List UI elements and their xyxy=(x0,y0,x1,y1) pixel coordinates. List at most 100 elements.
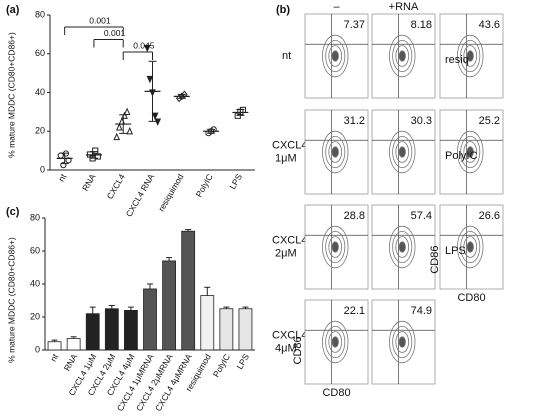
y-tick-label: 80 xyxy=(35,9,45,19)
contour xyxy=(389,34,416,78)
data-point xyxy=(118,117,126,125)
contour xyxy=(389,320,416,364)
contour xyxy=(325,135,346,168)
data-point xyxy=(178,92,186,101)
contour xyxy=(457,34,484,78)
panel-label: (a) xyxy=(6,4,20,16)
bar xyxy=(238,308,253,351)
contour xyxy=(325,230,346,263)
gate-percentage: 22.1 xyxy=(344,305,365,317)
gate-percentage: 25.2 xyxy=(479,115,500,127)
contour xyxy=(328,236,343,258)
y-axis-label: % mature MDDC (CD80+CD86+) xyxy=(6,32,16,158)
row-label: 1μM xyxy=(275,152,297,164)
column-header: +RNA xyxy=(389,1,419,13)
contour xyxy=(325,40,346,73)
contour xyxy=(395,141,410,163)
contour xyxy=(395,236,410,258)
column-header: – xyxy=(333,1,340,13)
contour xyxy=(398,146,406,158)
stimulus-label: LPS xyxy=(445,245,466,257)
x-tick-label: RNA xyxy=(62,352,80,373)
x-tick-label: CXCL4 xyxy=(105,172,127,201)
data-point xyxy=(181,90,188,99)
data-point xyxy=(115,123,123,131)
x-tick-label: LPS xyxy=(234,352,251,371)
x-tick-label: nt xyxy=(56,172,69,184)
bar xyxy=(104,308,119,351)
contour xyxy=(463,236,478,258)
gate-percentage: 30.3 xyxy=(411,115,432,127)
contour xyxy=(322,225,349,269)
contour xyxy=(392,230,413,263)
contour xyxy=(457,130,484,174)
contour xyxy=(398,50,406,62)
gate-percentage: 8.18 xyxy=(411,19,432,31)
contour xyxy=(325,325,346,358)
contour xyxy=(466,50,474,62)
contour xyxy=(331,336,339,348)
contour xyxy=(395,45,410,67)
row-label: nt xyxy=(282,50,291,62)
gate-percentage: 57.4 xyxy=(411,210,432,222)
contour xyxy=(392,40,413,73)
x-tick-label: RNA xyxy=(80,172,98,193)
bar xyxy=(143,288,157,351)
panel-label: (c) xyxy=(6,206,20,218)
data-point xyxy=(126,126,134,135)
contour xyxy=(322,320,349,364)
x-tick-label: nt xyxy=(48,352,61,364)
data-point xyxy=(92,147,99,154)
gate-percentage: 43.6 xyxy=(479,19,500,31)
data-point xyxy=(175,94,183,103)
y-tick-label: 0 xyxy=(35,344,40,354)
contour xyxy=(398,336,406,348)
y-tick-label: 20 xyxy=(30,311,40,321)
panel-label: (b) xyxy=(276,4,290,16)
flow-plot xyxy=(371,204,436,290)
y-tick-label: 60 xyxy=(35,48,45,58)
x-tick-label: PolyIC xyxy=(194,172,215,199)
contour xyxy=(466,241,474,253)
contour xyxy=(460,135,481,168)
contour xyxy=(328,141,343,163)
contour xyxy=(389,225,416,269)
contour xyxy=(328,331,343,353)
bar xyxy=(66,338,81,351)
stimulus-label: PolyIC xyxy=(445,150,477,162)
flow-plot xyxy=(371,13,436,99)
contour xyxy=(460,40,481,73)
y-tick-label: 20 xyxy=(35,126,45,136)
data-point xyxy=(60,162,67,169)
x-axis-label: CD80 xyxy=(322,387,350,399)
x-tick-label: PolyIC xyxy=(211,352,232,379)
bar xyxy=(200,295,215,351)
contour xyxy=(392,325,413,358)
contour xyxy=(463,45,478,67)
data-point xyxy=(57,152,64,159)
data-point xyxy=(146,75,154,84)
contour xyxy=(392,135,413,168)
bar xyxy=(162,260,176,351)
gate-percentage: 7.37 xyxy=(344,19,365,31)
y-axis-label: % mature MDDC (CD80+CD86+) xyxy=(6,237,16,363)
data-point xyxy=(123,107,131,115)
y-axis-label: CD86 xyxy=(429,246,441,274)
row-label: CXCL4 xyxy=(272,234,307,246)
bar xyxy=(124,309,138,351)
data-point xyxy=(143,44,151,53)
x-tick-label: resiquimod xyxy=(156,172,186,213)
x-tick-label: CXCL4 RNA xyxy=(124,172,157,219)
contour xyxy=(466,146,474,158)
contour xyxy=(457,225,484,269)
data-point xyxy=(65,157,72,164)
contour xyxy=(389,130,416,174)
bar xyxy=(85,313,100,351)
flow-plot xyxy=(439,13,504,99)
row-label: CXCL4 xyxy=(272,139,307,151)
y-axis-label: CD86 xyxy=(292,336,304,364)
contour xyxy=(328,45,343,67)
contour xyxy=(460,230,481,263)
row-label: 4μM xyxy=(275,342,297,354)
stimulus-label: resiq xyxy=(445,54,469,66)
